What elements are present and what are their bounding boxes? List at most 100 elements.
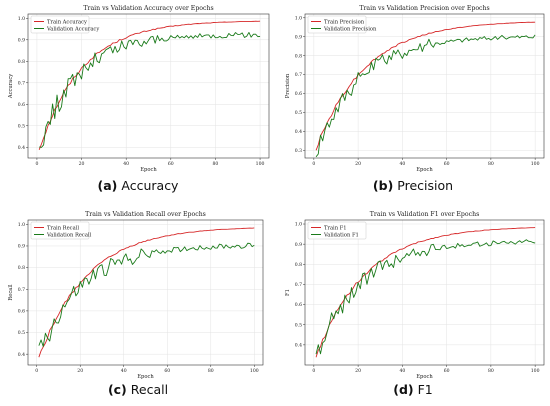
legend-validation-label: Validation F1 (323, 232, 359, 238)
x-axis-label: Epoch (416, 374, 433, 380)
x-tick-label: 0 (312, 368, 315, 374)
chart-title: Train vs Validation Accuracy over Epochs (83, 5, 213, 12)
y-tick-label: 0.6 (18, 102, 25, 108)
caption-text: Accuracy (121, 178, 179, 193)
x-tick-label: 80 (488, 368, 494, 374)
caption-letter: (c) (107, 382, 127, 397)
y-tick-label: 0.6 (295, 302, 302, 308)
f1-chart-panel: 0 20 40 60 80 100 0.4 0.5 0.6 0.7 0.8 0.9 1.0 Train v… (275, 208, 550, 380)
caption-recall: (c) Recall (8, 382, 268, 397)
y-tick-label: 0.4 (18, 145, 25, 151)
train-series-line (315, 227, 536, 358)
plot-area (305, 220, 544, 365)
x-axis-label: Epoch (416, 167, 433, 173)
y-axis-label: Precision (285, 73, 291, 98)
x-axis-label: Epoch (140, 167, 157, 173)
y-tick-label: 0.9 (295, 34, 302, 40)
legend-box (307, 15, 367, 34)
x-tick-label: 0 (35, 368, 38, 374)
axes-frame (304, 13, 545, 159)
x-tick-label: 40 (121, 368, 127, 374)
y-tick-label: 1.0 (18, 222, 25, 228)
x-tick-label: 60 (168, 161, 174, 167)
legend-validation-label: Validation Recall (46, 232, 92, 238)
y-tick-label: 0.5 (295, 322, 302, 328)
y-tick-label: 0.6 (18, 308, 25, 314)
y-axis-label: Accuracy (8, 74, 14, 99)
x-tick-label: 40 (399, 368, 405, 374)
y-tick-label: 0.8 (18, 59, 25, 65)
x-tick-label: 60 (444, 161, 450, 167)
x-tick-label: 20 (355, 161, 361, 167)
x-tick-label: 100 (250, 368, 259, 374)
caption-text: F1 (417, 382, 433, 397)
plot-area (305, 14, 544, 158)
precision-chart: 0 20 40 60 80 100 0.3 0.4 0.5 0.6 0.7 0.8 0.9 1.0 Trai… (285, 5, 545, 173)
y-tick-label: 0.8 (295, 262, 302, 268)
x-tick-label: 20 (79, 161, 85, 167)
y-tick-label: 0.5 (18, 123, 25, 129)
x-tick-label: 40 (123, 161, 129, 167)
legend-box (30, 15, 90, 34)
y-tick-label: 0.9 (295, 242, 302, 248)
axes-frame (27, 13, 270, 159)
y-axis-label: Recall (8, 284, 14, 301)
plot-area (28, 14, 269, 158)
x-tick-label: 20 (77, 368, 83, 374)
legend-train-label: Train F1 (324, 225, 347, 231)
y-tick-label: 0.8 (295, 53, 302, 59)
x-tick-label: 20 (355, 368, 361, 374)
caption-text: Precision (397, 178, 454, 193)
legend-train-label: Train Recall (47, 225, 79, 231)
caption-letter: (d) (393, 382, 414, 397)
y-tick-label: 0.4 (295, 342, 302, 348)
recall-chart-panel: 0 20 40 60 80 100 0.4 0.5 0.6 0.7 0.8 0.9 1.0 Train v… (0, 208, 275, 380)
y-tick-label: 1.0 (295, 222, 302, 228)
x-tick-label: 60 (164, 368, 170, 374)
x-tick-label: 100 (256, 161, 265, 167)
x-axis-label: Epoch (137, 374, 154, 380)
plot-area (28, 220, 263, 365)
y-tick-label: 0.5 (18, 330, 25, 336)
caption-accuracy: (a) Accuracy (8, 178, 268, 193)
legend-validation-label: Validation Accuracy (46, 26, 99, 32)
x-tick-label: 80 (208, 368, 214, 374)
y-tick-label: 0.9 (18, 37, 25, 43)
y-tick-label: 1.0 (295, 15, 302, 21)
x-tick-label: 40 (399, 161, 405, 167)
x-tick-label: 60 (444, 368, 450, 374)
y-tick-label: 0.3 (295, 148, 302, 154)
caption-precision: (b) Precision (283, 178, 543, 193)
axes-frame (27, 219, 264, 366)
recall-chart: 0 20 40 60 80 100 0.4 0.5 0.6 0.7 0.8 0.9 1.0 Train v… (8, 211, 264, 380)
validation-series-line (315, 34, 536, 158)
train-series-line (315, 21, 536, 151)
chart-title: Train vs Validation F1 over Epochs (370, 211, 480, 218)
y-tick-label: 0.7 (18, 80, 25, 86)
y-tick-label: 0.7 (295, 282, 302, 288)
f1-chart: 0 20 40 60 80 100 0.4 0.5 0.6 0.7 0.8 0.9 1.0 Train v… (285, 211, 545, 380)
x-tick-label: 100 (531, 161, 540, 167)
legend-train-label: Train Precision (324, 19, 365, 25)
x-tick-label: 0 (312, 161, 315, 167)
caption-text: Recall (130, 382, 169, 397)
y-tick-label: 0.7 (18, 287, 25, 293)
x-tick-label: 0 (35, 161, 38, 167)
validation-series-line (39, 32, 261, 148)
precision-chart-panel: 0 20 40 60 80 100 0.3 0.4 0.5 0.6 0.7 0.8 0.9 1.0 Trai… (275, 0, 550, 175)
caption-letter: (a) (97, 178, 118, 193)
caption-f1: (d) F1 (283, 382, 543, 397)
y-tick-label: 0.4 (18, 352, 25, 358)
legend-box (30, 221, 90, 240)
y-tick-label: 0.8 (18, 265, 25, 271)
y-axis-label: F1 (285, 289, 291, 296)
accuracy-chart-panel: 0 20 40 60 80 100 0.4 0.5 0.6 0.7 0.8 0.9 1.0 Train v… (0, 0, 275, 175)
chart-title: Train vs Validation Precision over Epoch… (359, 5, 489, 12)
y-tick-label: 0.7 (295, 72, 302, 78)
x-tick-label: 80 (488, 161, 494, 167)
train-series-line (38, 20, 261, 151)
validation-series-line (315, 239, 536, 355)
y-tick-label: 0.9 (18, 244, 25, 250)
y-tick-label: 0.4 (295, 129, 302, 135)
validation-series-line (38, 242, 255, 347)
